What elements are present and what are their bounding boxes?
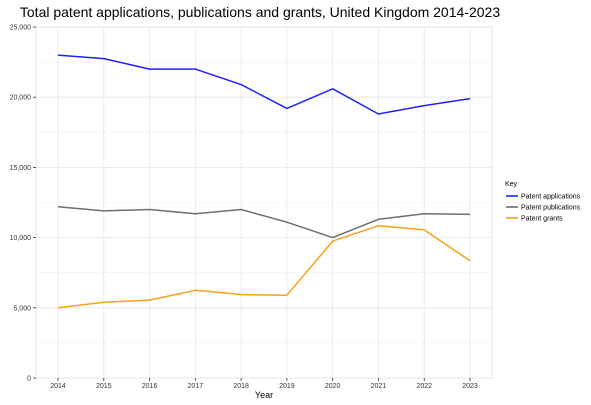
x-tick-label: 2021: [371, 383, 387, 390]
y-tick-label: 10,000: [10, 235, 32, 242]
x-tick-label: 2016: [142, 383, 158, 390]
x-tick-label: 2017: [188, 383, 204, 390]
series-line-3: [57, 224, 471, 309]
chart-title: Total patent applications, publications …: [20, 4, 500, 20]
x-tick-label: 2018: [233, 383, 249, 390]
x-tick-label: 2022: [416, 383, 432, 390]
legend-label-3: Patent grants: [521, 216, 563, 223]
x-tick-label: 2015: [96, 383, 112, 390]
legend: Key Patent applications Patent publicatio…: [505, 181, 581, 223]
x-axis: 2014 2015 2016 2017 2018 2019 2020 2021 2022 2023: [50, 378, 478, 390]
x-axis-title: Year: [255, 390, 273, 400]
legend-title: Key: [505, 181, 518, 188]
y-tick-label: 0: [27, 376, 31, 383]
legend-label-2: Patent publications: [521, 205, 581, 212]
y-tick-label: 25,000: [10, 25, 32, 32]
x-tick-label: 2023: [462, 383, 478, 390]
y-tick-label: 5,000: [13, 305, 31, 312]
legend-label-1: Patent applications: [521, 194, 581, 201]
series-line-2: [57, 205, 471, 239]
y-axis: 0 5,000 10,000 15,000 20,000 25,000: [10, 25, 36, 383]
x-tick-label: 2019: [279, 383, 295, 390]
y-tick-label: 15,000: [10, 165, 32, 172]
x-tick-label: 2014: [50, 383, 66, 390]
x-tick-label: 2020: [325, 383, 341, 390]
series-lines: [57, 54, 471, 309]
y-tick-label: 20,000: [10, 95, 32, 102]
series-line-1: [57, 54, 471, 115]
